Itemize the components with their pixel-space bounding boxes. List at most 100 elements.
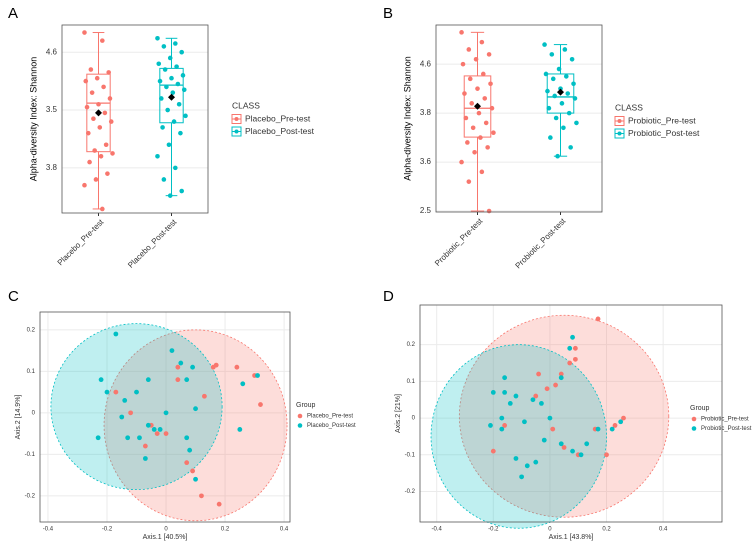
data-point bbox=[558, 371, 564, 377]
legend-key bbox=[691, 416, 697, 422]
box-group bbox=[82, 30, 115, 212]
y-tick-label: 4.6 bbox=[420, 59, 432, 68]
data-point bbox=[499, 426, 505, 432]
data-point bbox=[100, 206, 105, 212]
data-point bbox=[595, 316, 601, 322]
data-point bbox=[163, 431, 169, 437]
data-point bbox=[519, 474, 525, 480]
data-point bbox=[553, 382, 558, 388]
data-point bbox=[98, 154, 104, 159]
y-tick-label: 3.8 bbox=[420, 108, 432, 117]
data-point bbox=[128, 410, 134, 416]
y-axis-title: Axis.2 [14.9%] bbox=[15, 395, 22, 440]
legend-label: Probiotic_Pre-test bbox=[628, 115, 696, 125]
data-point bbox=[483, 120, 489, 126]
box-group bbox=[155, 36, 188, 198]
data-point bbox=[566, 110, 572, 116]
data-point bbox=[469, 101, 475, 106]
data-point bbox=[190, 468, 195, 474]
data-point bbox=[175, 377, 181, 383]
data-point bbox=[104, 389, 110, 395]
box-group bbox=[459, 30, 496, 214]
data-point bbox=[176, 101, 182, 107]
data-point bbox=[174, 64, 179, 69]
data-point bbox=[110, 151, 115, 156]
y-tick-label: -0.1 bbox=[405, 452, 416, 458]
data-point bbox=[556, 66, 562, 72]
data-point bbox=[541, 437, 547, 443]
x-tick-label: -0.2 bbox=[488, 527, 499, 533]
data-point bbox=[167, 55, 173, 61]
y-tick-label: 0.2 bbox=[27, 327, 36, 333]
data-point bbox=[122, 397, 128, 403]
y-tick-label: 0.1 bbox=[407, 379, 416, 385]
data-point bbox=[478, 135, 483, 140]
x-axis-title: Axis.1 [40.5%] bbox=[143, 534, 188, 541]
data-point bbox=[578, 452, 584, 458]
legend-label: Placebo_Post-test bbox=[307, 423, 356, 429]
data-point bbox=[572, 356, 578, 362]
legend-label: Probiotic_Pre-test bbox=[701, 417, 749, 423]
x-tick-label: 0 bbox=[164, 527, 168, 533]
data-point bbox=[574, 120, 579, 126]
data-point bbox=[145, 422, 151, 428]
plot-panel bbox=[436, 25, 602, 212]
data-point bbox=[96, 101, 101, 107]
data-point bbox=[545, 88, 550, 94]
y-axis-title: Alpha-diversity Index: Shannon bbox=[402, 56, 412, 181]
box bbox=[86, 73, 111, 153]
y-tick-label: 2.5 bbox=[420, 206, 432, 215]
data-point bbox=[563, 74, 569, 79]
data-point bbox=[550, 76, 556, 82]
legend-key bbox=[234, 129, 239, 134]
data-point bbox=[562, 47, 568, 52]
data-point bbox=[507, 401, 513, 406]
mean-marker bbox=[168, 93, 175, 101]
data-point bbox=[134, 389, 139, 395]
x-tick-label: -0.2 bbox=[102, 527, 113, 533]
panel-label: B bbox=[383, 5, 393, 22]
x-tick-label: Probiotic_Pre-test bbox=[433, 216, 485, 268]
y-axis-title: Alpha-diversity Index: Shannon bbox=[28, 57, 38, 182]
plot-border bbox=[61, 24, 209, 214]
data-point bbox=[105, 171, 110, 176]
y-axis-title: Axis.2 [21%] bbox=[395, 394, 402, 433]
data-point bbox=[179, 188, 184, 194]
data-point bbox=[181, 87, 187, 93]
panel-label: D bbox=[383, 288, 394, 305]
confidence-ellipse bbox=[458, 314, 670, 518]
data-point bbox=[178, 130, 183, 136]
data-point bbox=[157, 78, 163, 84]
data-point bbox=[164, 84, 169, 90]
data-point bbox=[491, 130, 496, 135]
data-point bbox=[473, 56, 479, 62]
data-point bbox=[173, 41, 178, 46]
data-point bbox=[107, 96, 113, 101]
data-point bbox=[145, 377, 151, 383]
data-point bbox=[463, 115, 469, 121]
data-point bbox=[113, 389, 119, 395]
data-point bbox=[459, 159, 464, 165]
data-point bbox=[548, 135, 553, 140]
data-point bbox=[572, 96, 578, 101]
data-point bbox=[524, 463, 530, 469]
data-point bbox=[97, 125, 103, 130]
data-point bbox=[161, 44, 167, 49]
data-point bbox=[175, 364, 181, 370]
data-point bbox=[167, 193, 173, 198]
data-point bbox=[570, 448, 575, 454]
data-point bbox=[237, 427, 243, 432]
data-point bbox=[543, 71, 549, 77]
legend-label: Probiotic_Post-test bbox=[701, 426, 752, 432]
mean-marker bbox=[474, 102, 481, 110]
data-point bbox=[567, 360, 573, 366]
data-point bbox=[184, 435, 190, 441]
data-point bbox=[486, 52, 492, 57]
y-tick-label: 0.2 bbox=[407, 342, 416, 348]
data-point bbox=[154, 431, 160, 437]
confidence-ellipse bbox=[50, 323, 223, 491]
data-point bbox=[137, 435, 142, 441]
data-point bbox=[100, 38, 105, 43]
data-point bbox=[472, 149, 477, 155]
